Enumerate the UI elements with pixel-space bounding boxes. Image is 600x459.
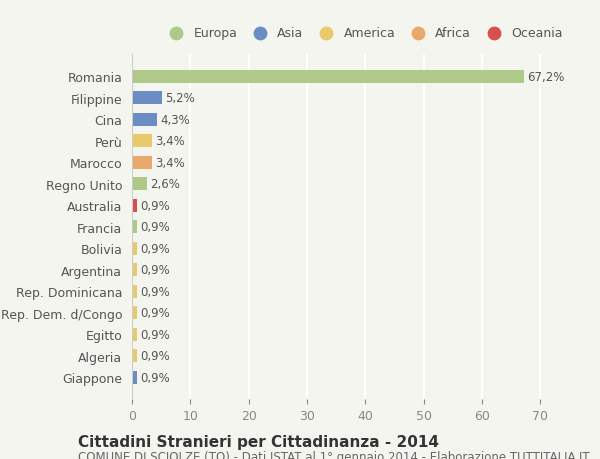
Bar [132,349,137,362]
Legend: Europa, Asia, America, Africa, Oceania: Europa, Asia, America, Africa, Oceania [163,27,563,40]
Bar [132,135,152,148]
Text: 0,9%: 0,9% [140,328,170,341]
Text: 0,9%: 0,9% [140,307,170,319]
Bar [132,263,137,276]
Text: 5,2%: 5,2% [165,92,195,105]
Bar [132,371,137,384]
Text: 0,9%: 0,9% [140,349,170,362]
Bar [132,71,524,84]
Text: 0,9%: 0,9% [140,221,170,234]
Text: 2,6%: 2,6% [150,178,180,191]
Text: Cittadini Stranieri per Cittadinanza - 2014: Cittadini Stranieri per Cittadinanza - 2… [78,434,439,449]
Text: 67,2%: 67,2% [527,71,564,84]
Text: 0,9%: 0,9% [140,199,170,212]
Bar [132,157,152,169]
Text: 3,4%: 3,4% [155,157,185,169]
Text: COMUNE DI SCIOLZE (TO) - Dati ISTAT al 1° gennaio 2014 - Elaborazione TUTTITALIA: COMUNE DI SCIOLZE (TO) - Dati ISTAT al 1… [78,450,590,459]
Text: 0,9%: 0,9% [140,263,170,277]
Bar [132,178,147,191]
Text: 0,9%: 0,9% [140,371,170,384]
Bar [132,242,137,255]
Bar [132,285,137,298]
Text: 3,4%: 3,4% [155,135,185,148]
Text: 4,3%: 4,3% [160,113,190,127]
Text: 0,9%: 0,9% [140,242,170,255]
Text: 0,9%: 0,9% [140,285,170,298]
Bar [132,113,157,127]
Bar [132,92,163,105]
Bar [132,199,137,212]
Bar [132,328,137,341]
Bar [132,307,137,319]
Bar [132,221,137,234]
